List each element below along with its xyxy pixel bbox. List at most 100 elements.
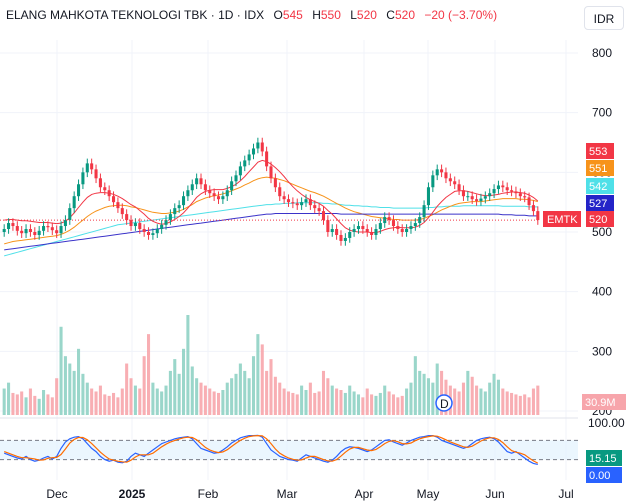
volume-bar xyxy=(466,370,470,415)
volume-tag-label: 30.9M xyxy=(585,397,616,409)
volume-bar xyxy=(2,388,6,415)
candle-body xyxy=(42,226,46,231)
volume-bar xyxy=(103,394,107,415)
low-label: L xyxy=(350,8,357,22)
volume-bar xyxy=(361,397,365,415)
candle-body xyxy=(90,163,94,170)
volume-bar xyxy=(492,373,496,415)
candle-body xyxy=(15,226,19,231)
candle-body xyxy=(313,205,317,209)
volume-bar xyxy=(7,382,11,415)
candle-body xyxy=(247,154,251,161)
moving-average-cyan xyxy=(4,202,538,257)
currency-button[interactable]: IDR xyxy=(584,6,624,30)
candle-body xyxy=(514,191,518,194)
volume-tag xyxy=(582,394,626,410)
volume-bar xyxy=(453,388,457,415)
volume-bar xyxy=(505,391,509,415)
symbol-name: ELANG MAHKOTA TEKNOLOGI TBK xyxy=(6,8,208,22)
oscillator-tag xyxy=(586,450,622,466)
volume-bar xyxy=(212,391,216,415)
candle-body xyxy=(160,224,164,230)
candle-body xyxy=(282,196,286,200)
candle-body xyxy=(68,208,72,221)
candle-body xyxy=(405,229,409,232)
volume-bar xyxy=(265,370,269,415)
volume-bar xyxy=(483,391,487,415)
oscillator-tick-label: 100.00 xyxy=(588,416,625,430)
volume-bar xyxy=(300,385,304,415)
volume-bar xyxy=(112,392,116,415)
volume-bar xyxy=(339,390,343,415)
volume-bar xyxy=(304,390,308,415)
candle-body xyxy=(72,196,76,209)
interval-label[interactable]: 1D xyxy=(218,8,234,22)
candle-body xyxy=(510,190,514,192)
candle-body xyxy=(103,187,107,191)
candle-body xyxy=(370,232,374,235)
volume-bar xyxy=(50,397,54,415)
candle-body xyxy=(98,178,102,188)
candle-body xyxy=(120,208,124,215)
candle-body xyxy=(295,203,299,206)
moving-average-blue xyxy=(4,213,538,251)
candle-body xyxy=(273,178,277,188)
volume-bar xyxy=(523,394,527,415)
volume-bar xyxy=(431,382,435,415)
candle-body xyxy=(501,185,505,188)
volume-bar xyxy=(387,391,391,415)
candle-body xyxy=(230,181,234,191)
volume-bar xyxy=(107,395,111,415)
volume-bar xyxy=(365,388,369,415)
volume-bar xyxy=(356,394,361,415)
candle-body xyxy=(33,232,37,235)
candle-body xyxy=(483,196,487,199)
volume-bar xyxy=(383,385,387,415)
candle-body xyxy=(470,196,474,200)
candle-body xyxy=(426,187,430,206)
price-tag-label: 542 xyxy=(589,181,607,193)
price-tag-label: 553 xyxy=(589,146,607,158)
volume-bar xyxy=(317,391,321,415)
high-label: H xyxy=(312,8,321,22)
price-tag xyxy=(586,143,614,159)
candle-body xyxy=(448,178,452,182)
volume-bar xyxy=(269,359,273,415)
change-value: −20 (−3.70%) xyxy=(424,8,498,22)
price-tag xyxy=(586,211,614,227)
volume-bar xyxy=(260,344,264,415)
candle-body xyxy=(453,181,457,185)
oscillator-tag-label: 15.15 xyxy=(589,453,617,465)
candle-body xyxy=(409,226,413,230)
dividend-marker xyxy=(435,394,453,412)
candle-body xyxy=(330,229,334,232)
candle-body xyxy=(444,172,448,179)
volume-bar xyxy=(116,397,120,415)
stochastic-k-line xyxy=(3,434,538,465)
volume-bar xyxy=(238,363,242,415)
candle-body xyxy=(387,217,391,221)
volume-bar xyxy=(343,392,347,415)
candle-body xyxy=(317,208,321,212)
candle-body xyxy=(116,202,120,209)
candle-body xyxy=(286,199,291,203)
candle-body xyxy=(238,166,242,176)
volume-bar xyxy=(422,373,426,415)
time-tick-label: Apr xyxy=(355,487,374,501)
candle-body xyxy=(63,220,67,227)
volume-bar xyxy=(510,392,514,415)
volume-bar xyxy=(216,392,221,415)
volume-bar xyxy=(352,391,356,415)
candle-body xyxy=(59,226,63,234)
volume-bar xyxy=(461,382,465,415)
candle-body xyxy=(335,229,339,235)
candle-body xyxy=(523,196,527,198)
close-label: C xyxy=(386,8,395,22)
candle-body xyxy=(251,148,256,155)
candle-body xyxy=(308,199,312,206)
volume-bar xyxy=(488,382,492,415)
candle-body xyxy=(531,205,535,212)
candle-body xyxy=(492,189,496,194)
candle-body xyxy=(203,184,207,191)
